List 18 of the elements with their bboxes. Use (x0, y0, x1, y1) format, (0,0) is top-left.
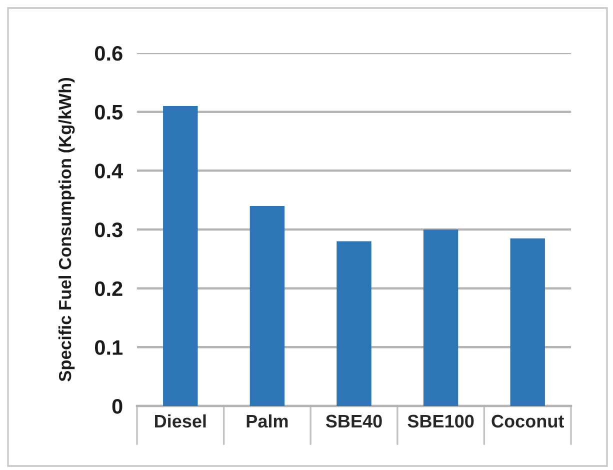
y-tick-label: 0.5 (94, 104, 123, 120)
x-tick-label: SBE40 (326, 414, 382, 428)
x-tick-label: Coconut (492, 414, 564, 428)
x-tick-label: Diesel (155, 414, 206, 428)
y-tick-label: 0.2 (94, 281, 122, 296)
y-tick-label: 0.1 (94, 340, 123, 355)
y-tick-label: 0.3 (94, 222, 122, 238)
y-tick-label: 0.4 (94, 164, 123, 178)
y-axis-title: Specific Fuel Consumption (Kg/kWh) (58, 78, 75, 382)
x-tick-label: SBE100 (408, 414, 474, 428)
x-tick-label: Palm (246, 414, 288, 428)
bar (423, 230, 458, 406)
y-tick-label: 0 (112, 399, 122, 414)
bar (250, 206, 285, 406)
bar (510, 238, 545, 406)
bar (336, 241, 372, 406)
bar (163, 106, 198, 406)
y-tick-label: 0.6 (94, 46, 122, 61)
